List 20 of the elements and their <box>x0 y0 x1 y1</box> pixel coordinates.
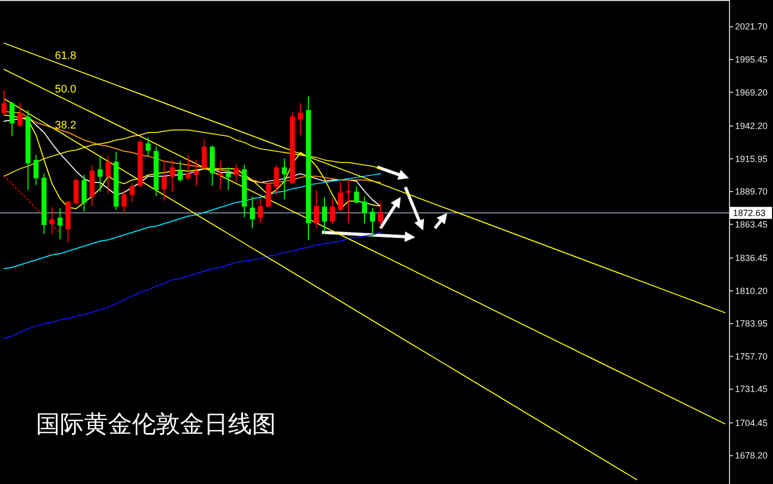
y-tick-label: 1863.45 <box>735 219 768 230</box>
y-tick-label: 1757.70 <box>735 351 768 362</box>
series-label: 50.0 <box>54 84 76 96</box>
y-tick-label: 1704.45 <box>735 418 768 428</box>
y-tick-label: 1783.95 <box>735 318 768 329</box>
series-label: 38.2 <box>54 120 76 132</box>
y-tick-label: 1678.20 <box>735 450 768 461</box>
y-tick-label: 1915.95 <box>735 154 768 164</box>
y-tick-label: 1836.45 <box>735 253 768 264</box>
y-tick-label: 1731.45 <box>735 384 768 394</box>
ref-line-label: 1872.63 <box>733 208 766 218</box>
y-tick-label: 2021.70 <box>735 22 768 32</box>
ref-line-label: 1872.63 <box>730 206 772 219</box>
title: 国际黄金伦敦金日线图 <box>36 411 276 438</box>
y-tick-label: 1942.20 <box>735 121 768 131</box>
y-tick-label: 1969.20 <box>735 87 768 98</box>
y-tick-label: 1889.70 <box>735 186 768 197</box>
y-tick-label: 1995.45 <box>735 54 768 64</box>
series-label: 61.8 <box>54 50 76 62</box>
y-tick-label: 1810.20 <box>735 286 768 296</box>
